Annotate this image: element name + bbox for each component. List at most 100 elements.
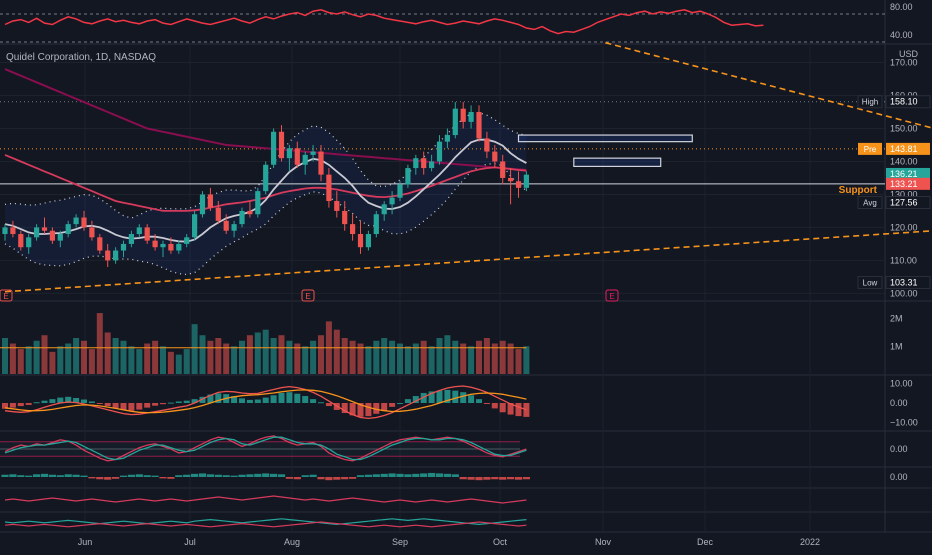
earnings-marker-label: E <box>609 292 614 301</box>
flow-bar <box>428 472 436 477</box>
macd-histogram-bar <box>81 399 87 403</box>
volume-bar <box>2 338 8 374</box>
macd-histogram-bar <box>270 395 277 403</box>
flow-bar <box>127 474 135 477</box>
candle-body <box>176 243 182 251</box>
flow-bar <box>246 474 254 477</box>
flow-bar <box>514 477 523 480</box>
volume-bar <box>104 332 111 374</box>
volume-bar <box>25 346 32 374</box>
volume-bar <box>191 324 198 374</box>
volume-bar <box>404 346 411 374</box>
price-label-bg <box>886 177 930 190</box>
candle-body <box>381 204 387 215</box>
volume-bar <box>349 340 356 374</box>
candle-body <box>73 217 79 225</box>
candle-body <box>484 138 490 152</box>
price-label-bg <box>886 167 930 180</box>
price-label-value: 143.81 <box>890 144 918 154</box>
candle-body <box>468 111 474 122</box>
macd-histogram-bar <box>389 403 396 407</box>
candle-body <box>105 250 111 261</box>
flow-bar <box>64 474 72 477</box>
candle-body <box>136 227 142 235</box>
price-y-tick-label: 130.00 <box>890 189 918 199</box>
macd-histogram-bar <box>41 400 48 403</box>
rsi-y-tick-label: 80.00 <box>890 2 913 12</box>
candle-body <box>444 135 450 142</box>
candle-body <box>128 234 134 244</box>
candle-body <box>405 168 411 185</box>
volume-bar <box>499 340 506 374</box>
flow-bar <box>9 474 17 477</box>
volume-bar <box>49 351 56 374</box>
sma-mid-line <box>4 154 527 212</box>
candle-body <box>286 148 292 159</box>
flow-bar <box>191 473 199 477</box>
x-tick-label: Dec <box>697 537 714 547</box>
candle-body <box>318 151 324 175</box>
macd-histogram-bar <box>278 392 285 403</box>
volume-bar <box>88 349 95 374</box>
macd-macd-line <box>4 385 527 420</box>
candle-body <box>452 108 458 136</box>
flow-bar <box>230 475 238 477</box>
candle-body <box>184 237 190 244</box>
macd-histogram-bar <box>246 399 253 403</box>
macd-histogram-bar <box>112 403 119 409</box>
macd-histogram-bar <box>381 403 388 411</box>
flow-bar <box>333 477 341 480</box>
earnings-marker <box>0 289 13 302</box>
flow-bar <box>96 477 104 480</box>
volume-bar <box>96 313 103 374</box>
macd-histogram-bar <box>57 397 64 403</box>
macd-histogram-bar <box>373 403 380 414</box>
volume-bar <box>231 346 238 374</box>
candle-body <box>523 174 529 188</box>
volume-bar <box>389 340 396 374</box>
volume-bar <box>120 340 127 374</box>
flow-bar <box>25 475 33 477</box>
flow-bar <box>325 477 333 481</box>
candle-body <box>397 184 403 198</box>
candle-body <box>508 177 514 182</box>
macd-histogram-bar <box>191 399 198 403</box>
candle-body <box>247 210 253 215</box>
price-label-bg <box>885 195 931 209</box>
candle-body <box>350 224 356 235</box>
flow-bar <box>175 475 183 477</box>
flow-bar <box>420 473 428 477</box>
price-y-tick-label: 150.00 <box>890 123 918 133</box>
price-label-value: 158.10 <box>890 97 918 107</box>
macd-histogram-bar <box>175 401 182 403</box>
macd-histogram-bar <box>286 392 293 403</box>
price-label-value: 133.21 <box>890 179 918 189</box>
candle-body <box>231 224 237 231</box>
macd-histogram-bar <box>65 396 72 403</box>
volume-y-tick-label: 1M <box>890 341 903 351</box>
x-tick-label: Jun <box>78 537 93 547</box>
macd-histogram-bar <box>507 403 514 415</box>
macd-histogram-bar <box>215 393 222 403</box>
flow-bar <box>48 474 56 477</box>
macd-histogram-bar <box>428 391 435 403</box>
volume-bar <box>183 349 190 374</box>
candle-body <box>515 181 522 188</box>
volume-bar <box>460 343 467 374</box>
candle-body <box>57 234 63 241</box>
volume-bar <box>215 338 222 374</box>
macd-histogram-bar <box>318 402 324 404</box>
volume-y-tick-label: 2M <box>890 314 903 324</box>
flow-y-tick-label: 0.00 <box>890 472 908 482</box>
oscillator-line <box>4 436 527 461</box>
volume-bar <box>9 343 16 374</box>
volume-bar <box>436 338 443 374</box>
flow-bar <box>364 474 372 477</box>
macd-y-tick-label: 0.00 <box>890 398 908 408</box>
volume-bar <box>128 346 135 374</box>
oscillator-y-tick-label: 0.00 <box>890 444 908 454</box>
zone-box <box>517 134 693 143</box>
candle-body <box>255 191 261 215</box>
macd-histogram-bar <box>397 403 403 404</box>
candle-body <box>421 158 427 169</box>
